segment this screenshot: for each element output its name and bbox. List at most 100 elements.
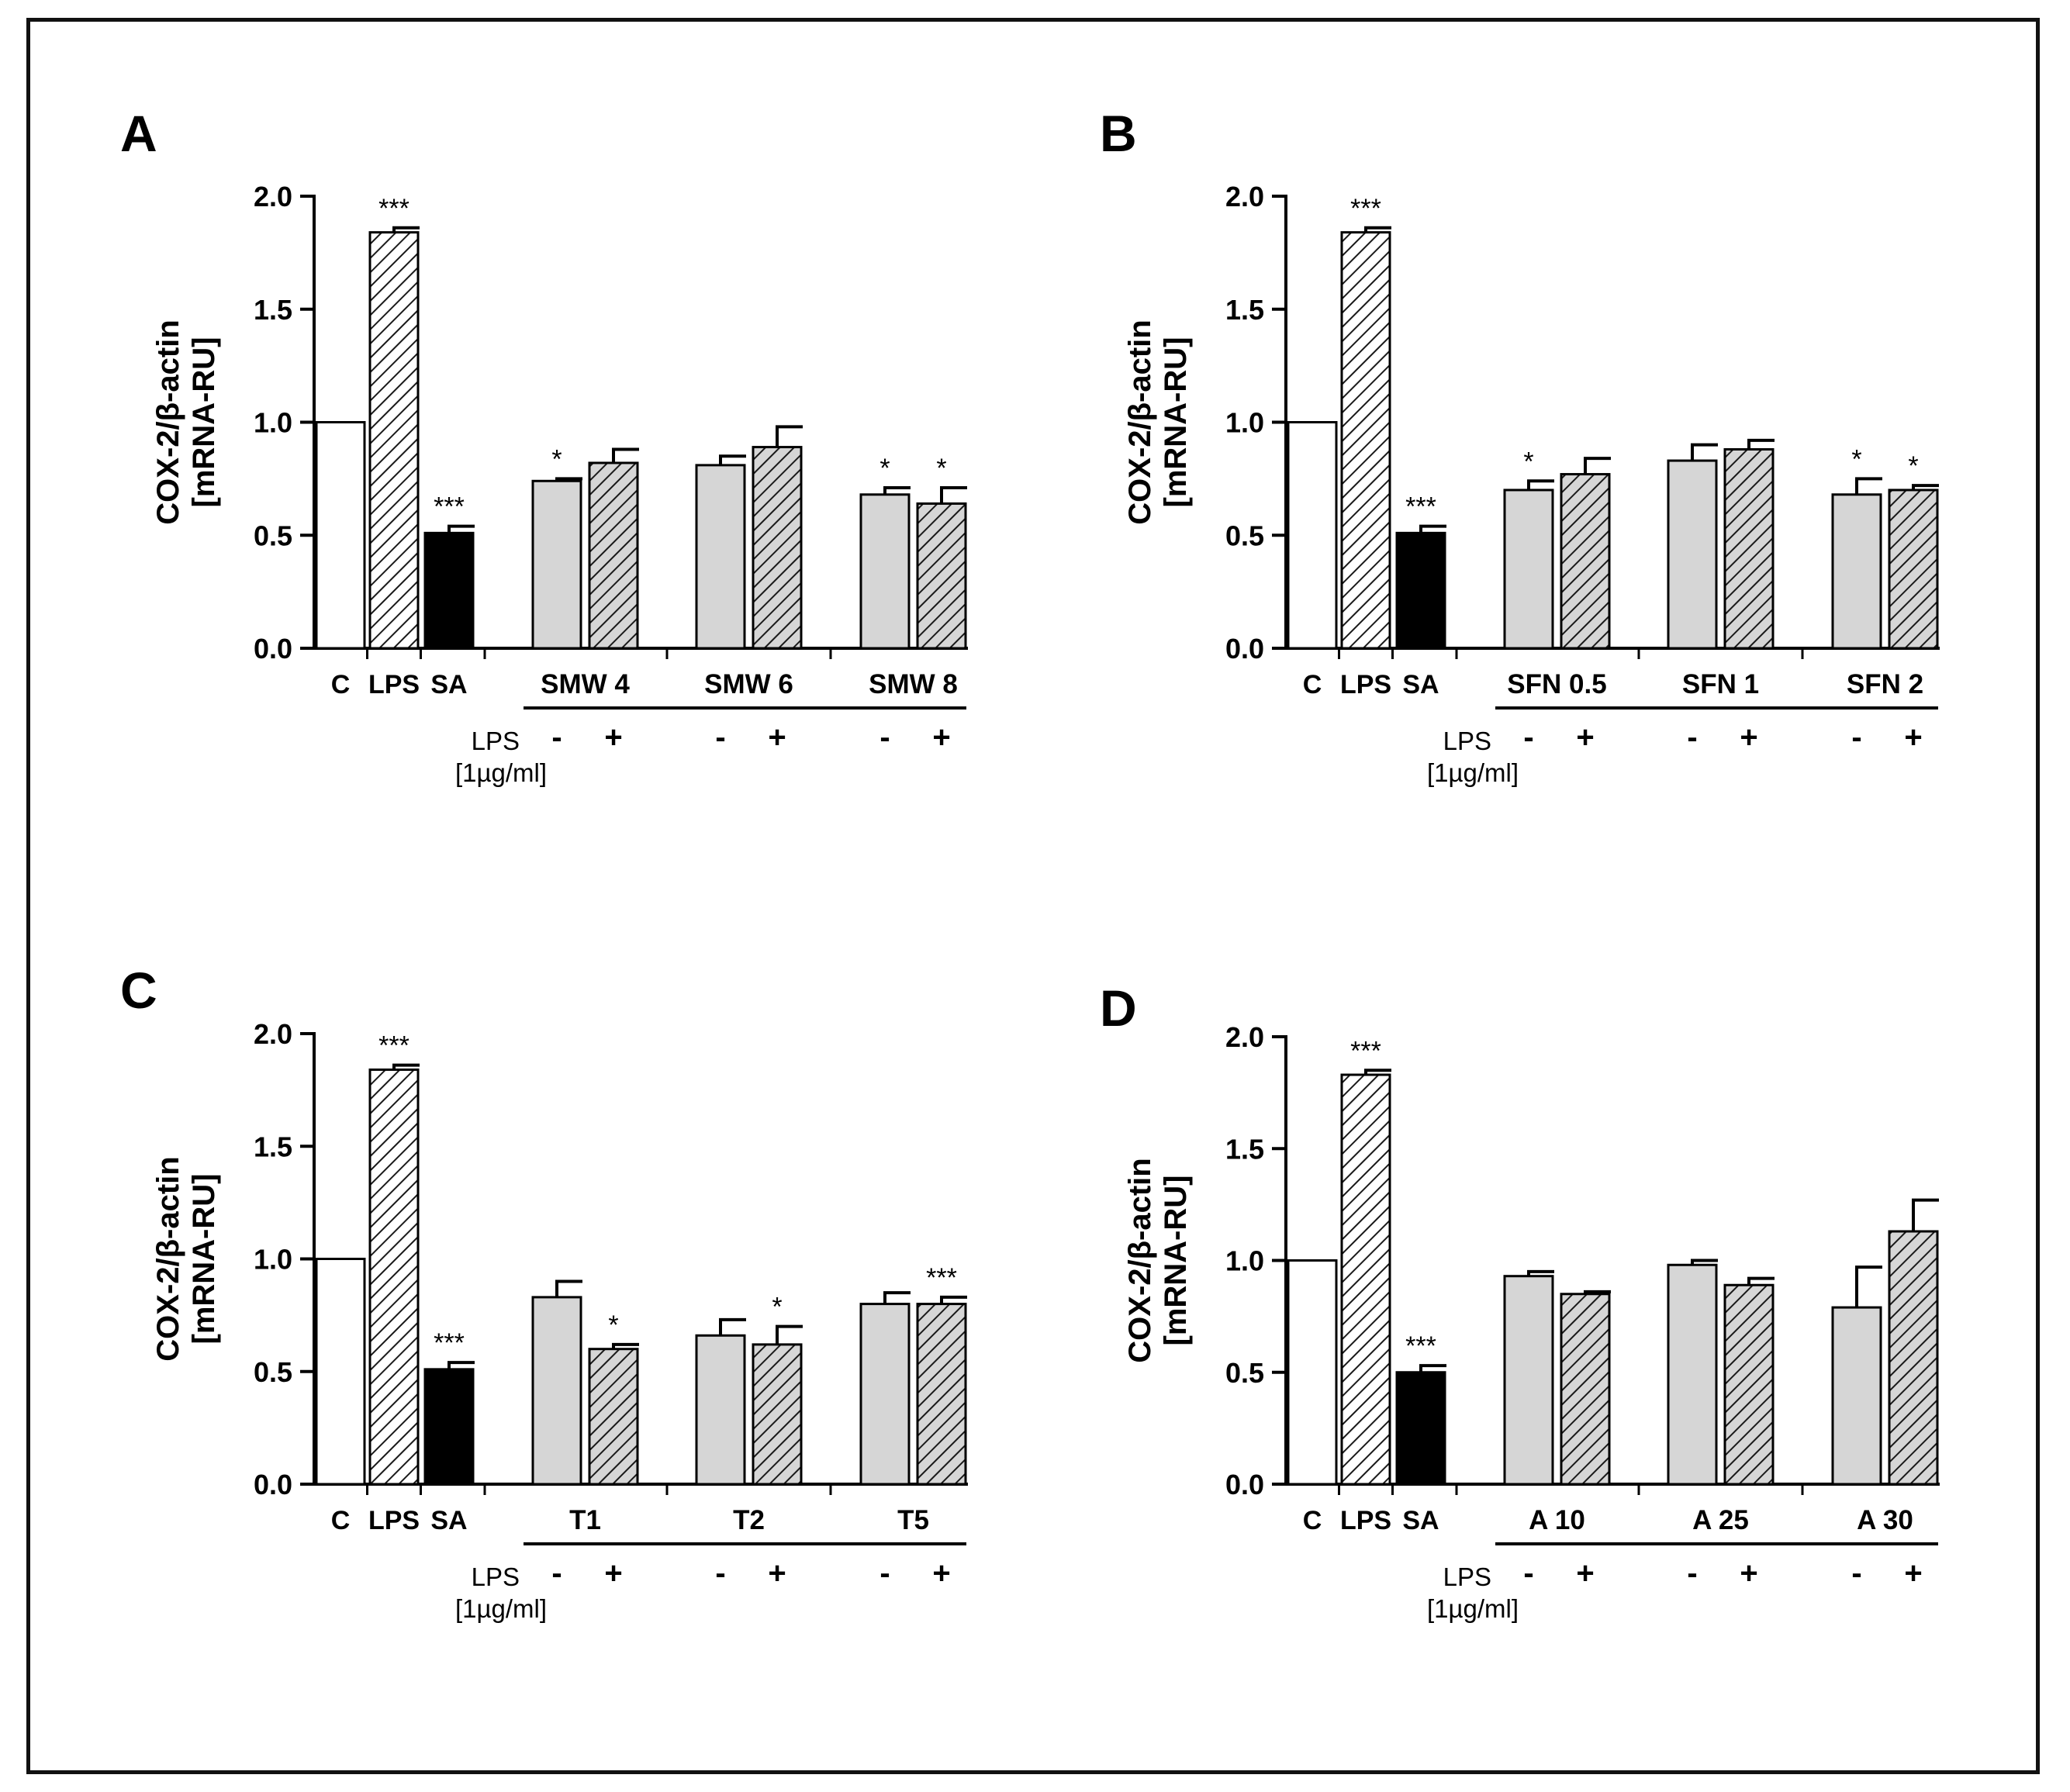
group-label: A 10 — [1529, 1505, 1585, 1535]
group-label: SMW 8 — [869, 669, 958, 699]
panel-letter: D — [1100, 979, 1137, 1037]
lps-minus-sign: - — [551, 720, 562, 754]
bar-group-1-minus — [531, 479, 582, 650]
lps-label: LPS — [472, 1562, 520, 1591]
y-tick-label: 2.0 — [1225, 181, 1264, 212]
bar-group-3-minus-significance: * — [1851, 444, 1861, 474]
bar-group-3-minus-significance: * — [879, 454, 890, 483]
bar-group-1-minus — [531, 1296, 582, 1486]
bar-group-1-minus-significance: * — [551, 444, 562, 474]
bar-lps — [368, 1068, 420, 1486]
lps-label: LPS — [472, 727, 520, 755]
bar-group-3-plus — [1888, 1230, 1939, 1486]
bar-group-2-minus — [695, 1334, 746, 1486]
bar-lps-significance: *** — [1350, 194, 1381, 223]
bar-c — [315, 1258, 366, 1486]
y-tick-label: 2.0 — [1225, 1021, 1264, 1053]
bar-c — [1287, 421, 1338, 650]
lps-minus-sign: - — [1851, 720, 1861, 754]
chart-panel-c: C COX-2/β-actin [mRNA-RU] 0.0 0.5 1.0 1.5 2.0 C *… — [120, 962, 968, 1623]
y-axis-label: COX-2/β-actin — [151, 319, 185, 524]
lps-minus-sign: - — [1687, 1556, 1697, 1590]
lps-concentration: [1µg/ml] — [455, 1594, 547, 1623]
bar-lps-significance: *** — [378, 1031, 410, 1061]
bar-sa — [423, 1368, 475, 1486]
y-axis-label: COX-2/β-actin — [1123, 319, 1157, 524]
panel-letter: B — [1100, 105, 1137, 162]
bar-group-2-minus — [695, 464, 746, 650]
lps-label: LPS — [1443, 1562, 1491, 1591]
lps-plus-sign: + — [768, 720, 786, 754]
bar-group-3-plus — [1888, 489, 1939, 650]
lps-plus-sign: + — [932, 720, 950, 754]
panel-letter: C — [120, 962, 157, 1019]
group-label: SFN 1 — [1682, 669, 1759, 699]
bar-group-2-plus-significance: * — [772, 1293, 782, 1322]
group-label: A 25 — [1692, 1505, 1749, 1535]
bar-group-3-plus-significance: *** — [926, 1263, 957, 1293]
lps-minus-sign: - — [1523, 1556, 1533, 1590]
lps-minus-sign: - — [1851, 1556, 1861, 1590]
y-tick-label: 0.5 — [1225, 520, 1264, 551]
lps-minus-sign: - — [1687, 720, 1697, 754]
group-label: SFN 0.5 — [1507, 669, 1606, 699]
bar-group-1-plus — [1560, 1293, 1611, 1486]
figure-frame — [26, 18, 2040, 1774]
x-label-c: C — [331, 1506, 351, 1535]
x-label-sa: SA — [1402, 670, 1439, 699]
bar-group-3-plus — [916, 502, 967, 650]
bar-lps-significance: *** — [1350, 1036, 1381, 1065]
chart-panel-d: D COX-2/β-actin [mRNA-RU] 0.0 0.5 1.0 1.5 2.0 C *… — [1100, 979, 1940, 1623]
bar-lps-significance: *** — [378, 194, 410, 223]
bar-sa-significance: *** — [434, 1328, 465, 1358]
y-axis-unit: [mRNA-RU] — [1159, 1176, 1193, 1346]
bar-sa-significance: *** — [434, 492, 465, 522]
y-tick-label: 1.5 — [1225, 1133, 1264, 1165]
lps-concentration: [1µg/ml] — [1427, 758, 1519, 787]
bar-c — [1287, 1259, 1338, 1486]
y-axis-unit: [mRNA-RU] — [187, 337, 221, 508]
lps-minus-sign: - — [551, 1556, 562, 1590]
bar-lps — [1340, 231, 1391, 650]
chart-panel-b: B COX-2/β-actin [mRNA-RU] 0.0 0.5 1.0 1.5 2.0 C *… — [1100, 105, 1940, 787]
y-tick-label: 1.5 — [254, 1131, 292, 1162]
lps-plus-sign: + — [768, 1556, 786, 1590]
y-tick-label: 1.5 — [1225, 294, 1264, 326]
y-tick-label: 0.0 — [254, 633, 292, 665]
y-axis-label: COX-2/β-actin — [151, 1156, 185, 1361]
lps-plus-sign: + — [1576, 720, 1594, 754]
panel-letter: A — [120, 105, 157, 162]
lps-plus-sign: + — [1576, 1556, 1594, 1590]
y-tick-label: 1.0 — [254, 1244, 292, 1276]
bar-group-1-minus — [1503, 1275, 1554, 1486]
lps-minus-sign: - — [879, 1556, 890, 1590]
bar-sa — [1395, 1371, 1446, 1486]
group-label: A 30 — [1857, 1505, 1913, 1535]
lps-plus-sign: + — [604, 1556, 622, 1590]
lps-concentration: [1µg/ml] — [455, 758, 547, 787]
bar-group-3-plus-significance: * — [1908, 451, 1918, 481]
lps-plus-sign: + — [1904, 1556, 1922, 1590]
bar-sa-significance: *** — [1405, 1331, 1436, 1361]
bar-group-2-plus — [752, 1343, 803, 1486]
bar-group-2-plus — [752, 446, 803, 650]
lps-concentration: [1µg/ml] — [1427, 1594, 1519, 1623]
bar-group-2-plus — [1723, 447, 1775, 650]
lps-plus-sign: + — [932, 1556, 950, 1590]
chart-panel-a: A COX-2/β-actin [mRNA-RU] 0.0 0.5 1.0 1.5 2.0 C *… — [120, 105, 968, 787]
bar-sa — [423, 531, 475, 650]
bar-lps — [1340, 1073, 1391, 1486]
y-tick-label: 0.5 — [1225, 1357, 1264, 1389]
x-label-c: C — [331, 670, 351, 699]
bar-group-3-minus — [859, 1303, 911, 1486]
bar-c — [315, 421, 366, 650]
x-label-sa: SA — [430, 1506, 467, 1535]
bar-group-1-plus — [1560, 473, 1611, 650]
group-label: SFN 2 — [1847, 669, 1923, 699]
bar-group-2-minus — [1667, 459, 1718, 650]
bar-sa-significance: *** — [1405, 492, 1436, 522]
y-axis-label: COX-2/β-actin — [1123, 1158, 1157, 1362]
x-label-lps: LPS — [368, 670, 420, 699]
y-tick-label: 0.0 — [254, 1469, 292, 1500]
bar-group-3-minus — [859, 493, 911, 650]
